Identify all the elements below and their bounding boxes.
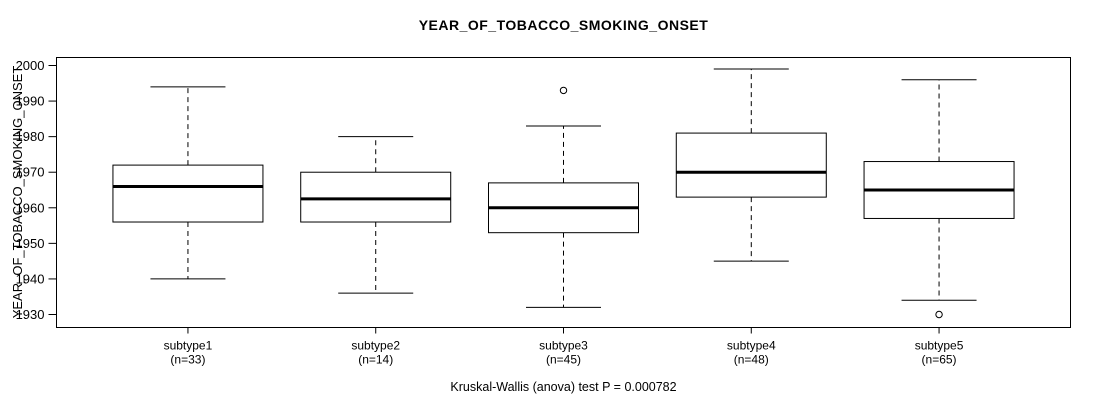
box-subtype4	[675, 132, 827, 198]
y-tick-label: 1930	[16, 307, 45, 322]
x-tick-sublabel: (n=45)	[546, 353, 581, 367]
x-tick-sublabel: (n=14)	[358, 353, 393, 367]
y-tick-label: 1990	[16, 94, 45, 109]
chart-title: YEAR_OF_TOBACCO_SMOKING_ONSET	[418, 17, 709, 33]
y-tick-label: 2000	[16, 58, 45, 73]
outlier-subtype3	[559, 86, 568, 95]
x-tick-label: subtype2	[351, 339, 400, 353]
x-tick-label: subtype3	[539, 339, 588, 353]
box-subtype2	[300, 171, 452, 223]
kruskal-wallis-note: Kruskal-Wallis (anova) test P = 0.000782	[450, 380, 677, 394]
x-tick-sublabel: (n=33)	[170, 353, 205, 367]
x-tick-label: subtype5	[915, 339, 964, 353]
x-tick-sublabel: (n=65)	[922, 353, 957, 367]
y-tick-label: 1940	[16, 271, 45, 286]
x-tick-sublabel: (n=48)	[734, 353, 769, 367]
y-tick-label: 1950	[16, 236, 45, 251]
y-tick-label: 1980	[16, 129, 45, 144]
y-tick-label: 1960	[16, 200, 45, 215]
y-tick-label: 1970	[16, 165, 45, 180]
x-tick-label: subtype4	[727, 339, 776, 353]
outlier-subtype5	[935, 310, 943, 319]
x-tick-label: subtype1	[164, 339, 213, 353]
box-subtype1	[112, 164, 264, 223]
